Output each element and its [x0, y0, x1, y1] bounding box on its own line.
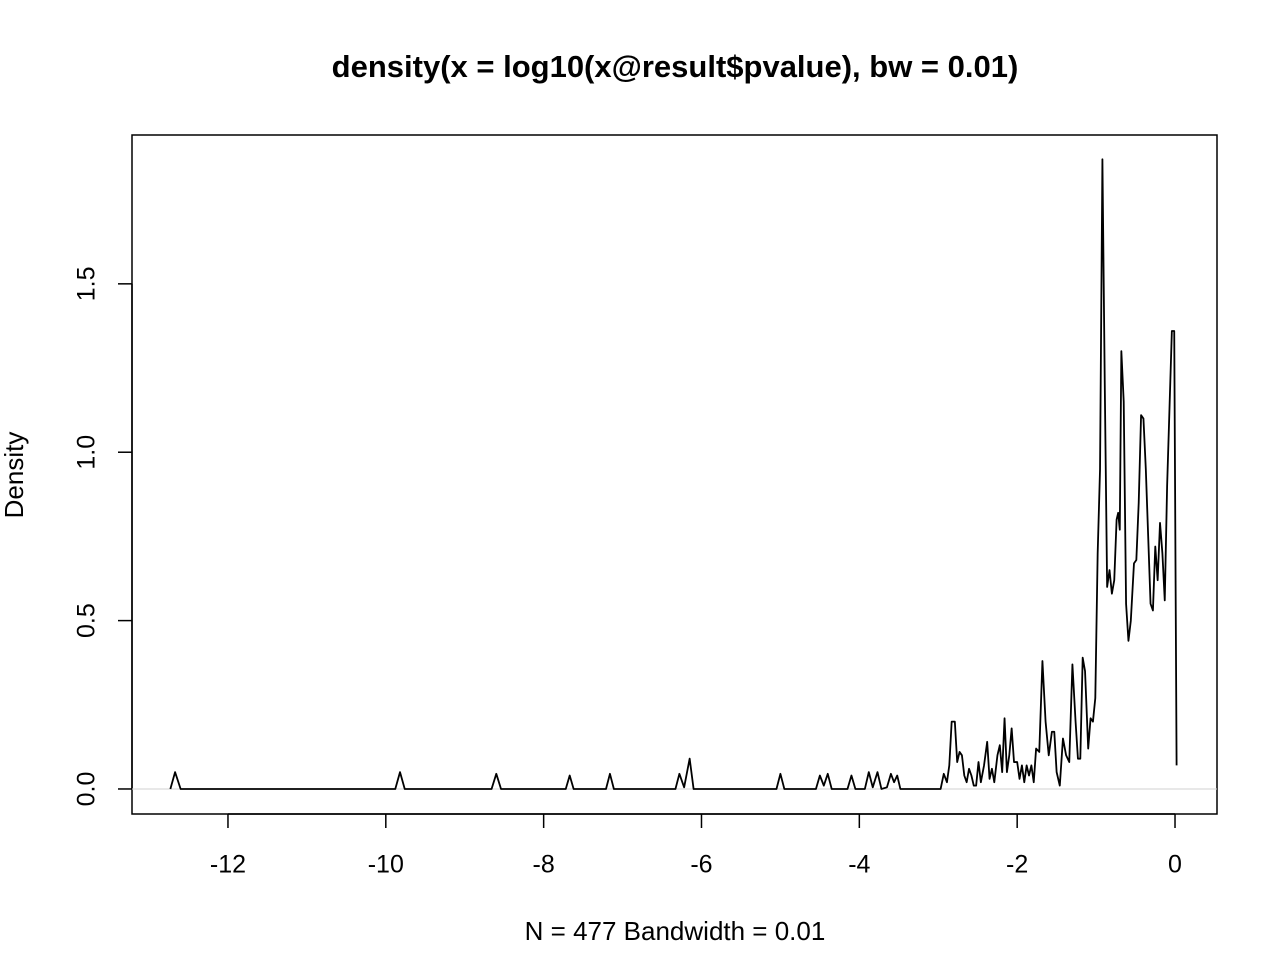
x-tick-label: 0 — [1168, 851, 1182, 879]
x-tick-label: -2 — [1006, 851, 1028, 879]
x-tick-label: -8 — [533, 851, 555, 879]
x-axis-label: N = 477 Bandwidth = 0.01 — [525, 916, 826, 946]
y-tick-label: 1.5 — [73, 266, 101, 301]
x-tick-label: -6 — [690, 851, 712, 879]
y-tick-label: 1.0 — [73, 435, 101, 470]
chart-title: density(x = log10(x@result$pvalue), bw =… — [332, 49, 1019, 84]
y-tick-label: 0.5 — [73, 603, 101, 638]
x-tick-label: -4 — [848, 851, 870, 879]
plot-frame — [131, 134, 1218, 815]
x-tick-label: -12 — [210, 851, 246, 879]
x-tick-label: -10 — [368, 851, 404, 879]
y-axis-label: Density — [0, 432, 29, 519]
density-line — [169, 158, 1178, 790]
y-tick-label: 0.0 — [73, 772, 101, 807]
